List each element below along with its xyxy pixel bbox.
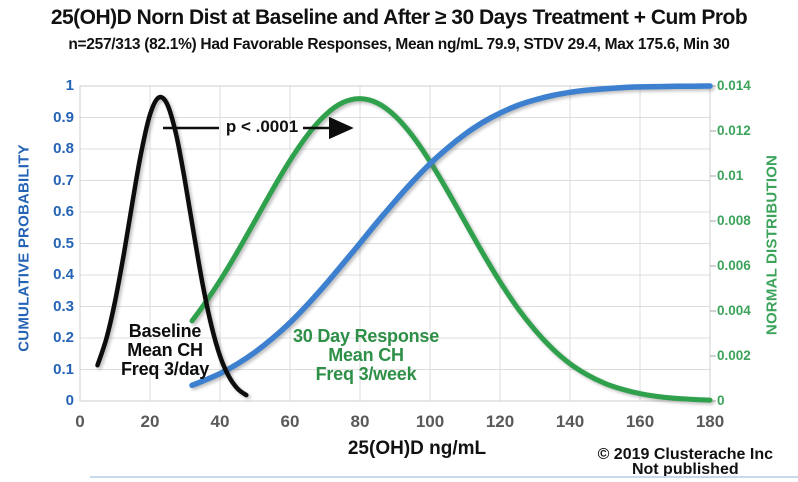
y-left-tick-label: 0.1 bbox=[53, 360, 74, 378]
x-axis-tick-label: 180 bbox=[695, 412, 725, 431]
response-curve-label: 30 Day Response Mean CH Freq 3/week bbox=[274, 327, 458, 384]
x-axis-title: 25(OH)D ng/mL bbox=[347, 438, 487, 459]
baseline-dist-curve bbox=[95, 94, 249, 398]
cumulative-prob-curve bbox=[189, 83, 713, 389]
y-left-axis-title: CUMULATIVE PROBABILITY bbox=[15, 144, 33, 352]
response-dist-curve bbox=[189, 96, 713, 403]
y-right-tick-label: 0.014 bbox=[717, 78, 751, 93]
not-published-line: Not published bbox=[631, 461, 739, 478]
x-axis-tick-label: 0 bbox=[75, 412, 85, 431]
y-left-tick-label: 0.6 bbox=[53, 203, 74, 220]
y-right-tick-label: 0.002 bbox=[717, 348, 751, 363]
bottom-divider bbox=[90, 476, 798, 478]
y-right-tick-label: 0.012 bbox=[717, 123, 751, 138]
y-left-tick-label: 0.5 bbox=[53, 234, 74, 252]
y-right-tick-label: 0.006 bbox=[717, 258, 751, 273]
data-series bbox=[95, 83, 713, 403]
response-label-line2: Mean CH bbox=[328, 345, 404, 365]
x-axis-tick-label: 40 bbox=[210, 412, 230, 431]
y-right-tick-label: 0.004 bbox=[717, 303, 751, 318]
chart-subtitle: n=257/313 (82.1%) Had Favorable Response… bbox=[68, 36, 730, 53]
copyright-line: © 2019 Clusterache Inc bbox=[597, 446, 773, 463]
y-left-tick-label: 0.9 bbox=[53, 108, 74, 126]
y-right-tick-label: 0.008 bbox=[717, 213, 751, 228]
y-left-tick-label: 0.4 bbox=[53, 266, 74, 283]
gridlines bbox=[79, 85, 716, 402]
y-left-tick-label: 0.3 bbox=[53, 297, 74, 315]
y-left-tick-label: 0.8 bbox=[53, 140, 74, 157]
x-axis-tick-label: 140 bbox=[555, 412, 585, 431]
y-right-tick-label: 0 bbox=[717, 393, 725, 408]
x-axis-tick-label: 60 bbox=[280, 412, 300, 431]
y-left-tick-label: 1 bbox=[65, 77, 74, 94]
response-label-line3: Freq 3/week bbox=[315, 364, 417, 384]
chart-title: 25(OH)D Norn Dist at Baseline and After … bbox=[50, 6, 748, 29]
y-right-tick-label: 0.01 bbox=[717, 168, 744, 183]
x-axis-tick-label: 160 bbox=[625, 412, 655, 431]
x-axis-tick-label: 120 bbox=[485, 412, 515, 431]
baseline-label-line1: Baseline bbox=[128, 321, 202, 341]
p-value-label: p < .0001 bbox=[225, 117, 299, 136]
x-axis-tick-label: 100 bbox=[415, 412, 445, 431]
plot-border bbox=[79, 85, 711, 402]
baseline-label-line2: Mean CH bbox=[127, 340, 203, 360]
y-right-axis-title: NORMAL DISTRIBUTION bbox=[763, 154, 781, 336]
x-axis-tick-label: 80 bbox=[350, 412, 370, 431]
response-label-line1: 30 Day Response bbox=[292, 326, 440, 346]
y-left-tick-label: 0.2 bbox=[53, 329, 74, 346]
x-axis-tick-label: 20 bbox=[140, 412, 160, 431]
baseline-curve-label: Baseline Mean CH Freq 3/day bbox=[82, 322, 248, 379]
copyright-note: © 2019 Clusterache Inc Not published bbox=[597, 446, 773, 478]
y-left-tick-label: 0 bbox=[65, 392, 74, 409]
baseline-label-line3: Freq 3/day bbox=[120, 359, 210, 379]
y-left-tick-label: 0.7 bbox=[53, 171, 74, 189]
